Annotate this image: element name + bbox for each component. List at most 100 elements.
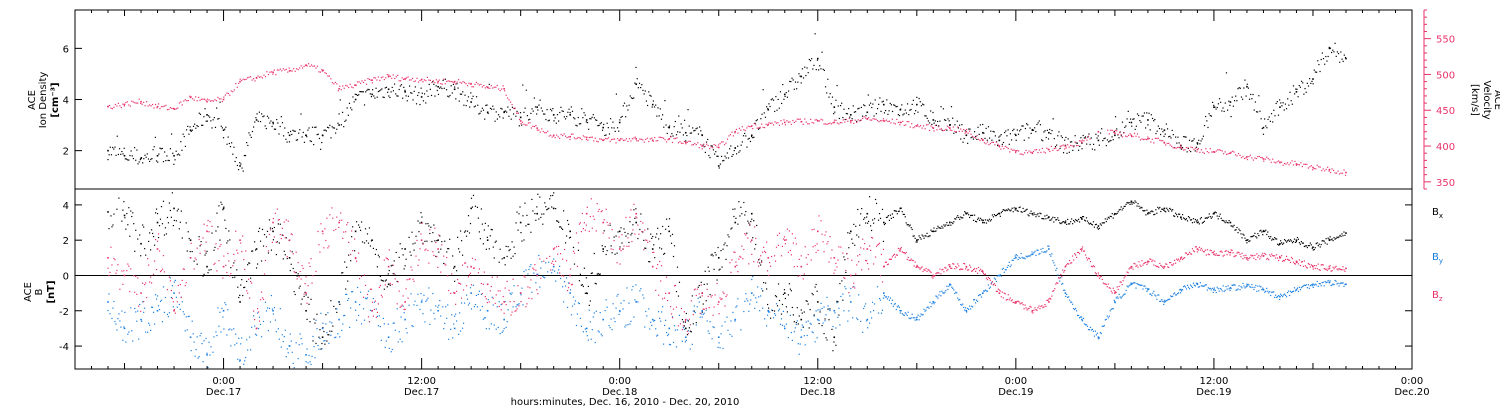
scatter-dot [1013, 260, 1014, 261]
scatter-dot [1144, 139, 1145, 140]
scatter-dot [515, 310, 516, 311]
scatter-dot [1211, 151, 1212, 152]
scatter-dot [249, 263, 250, 264]
scatter-dot [364, 104, 365, 105]
data-point [206, 266, 208, 268]
scatter-dot [286, 356, 287, 357]
scatter-dot [623, 300, 624, 301]
scatter-dot [134, 308, 135, 309]
scatter-dot [760, 264, 761, 265]
scatter-dot [1024, 140, 1025, 141]
scatter-dot [1221, 218, 1222, 219]
scatter-dot [528, 269, 529, 270]
scatter-dot [687, 320, 688, 321]
scatter-dot [915, 110, 916, 111]
scatter-dot [1254, 109, 1255, 110]
scatter-dot [971, 137, 972, 138]
scatter-dot [491, 323, 492, 324]
data-point [817, 319, 819, 321]
scatter-dot [1042, 148, 1043, 149]
scatter-dot [309, 266, 310, 267]
scatter-dot [278, 133, 279, 134]
scatter-dot [1226, 154, 1227, 155]
scatter-dot [284, 69, 285, 70]
scatter-dot [570, 268, 571, 269]
scatter-dot [504, 90, 505, 91]
scatter-dot [489, 248, 490, 249]
scatter-dot [1193, 283, 1194, 284]
scatter-dot [267, 116, 268, 117]
scatter-dot [1094, 336, 1095, 337]
scatter-dot [1317, 165, 1318, 166]
scatter-dot [776, 122, 777, 123]
scatter-dot [1255, 101, 1256, 102]
scatter-dot [226, 242, 227, 243]
scatter-dot [398, 281, 399, 282]
scatter-dot [427, 298, 428, 299]
scatter-dot [867, 223, 868, 224]
scatter-dot [107, 268, 108, 269]
scatter-dot [250, 134, 251, 135]
scatter-dot [720, 250, 721, 251]
scatter-dot [1344, 235, 1345, 236]
scatter-dot [977, 127, 978, 128]
scatter-dot [613, 249, 614, 250]
scatter-dot [378, 91, 379, 92]
data-point [173, 310, 175, 312]
scatter-dot [304, 66, 305, 67]
scatter-dot [294, 367, 295, 368]
scatter-dot [1206, 284, 1207, 285]
scatter-dot [201, 343, 202, 344]
scatter-dot [200, 114, 201, 115]
scatter-dot [246, 281, 247, 282]
scatter-dot [1192, 140, 1193, 141]
data-point [173, 208, 175, 210]
scatter-dot [794, 321, 795, 322]
scatter-dot [1048, 246, 1049, 247]
scatter-dot [623, 246, 624, 247]
scatter-dot [788, 337, 789, 338]
scatter-dot [281, 238, 282, 239]
scatter-dot [1306, 164, 1307, 165]
scatter-dot [997, 144, 998, 145]
scatter-dot [151, 282, 152, 283]
scatter-dot [1027, 124, 1028, 125]
scatter-dot [1136, 205, 1137, 206]
scatter-dot [973, 220, 974, 221]
scatter-dot [290, 131, 291, 132]
scatter-dot [647, 105, 648, 106]
scatter-dot [795, 81, 796, 82]
bottom-series-bx [107, 192, 1347, 351]
scatter-dot [763, 127, 764, 128]
scatter-dot [288, 352, 289, 353]
scatter-dot [1177, 147, 1178, 148]
scatter-dot [1164, 143, 1165, 144]
scatter-dot [267, 307, 268, 308]
scatter-dot [351, 86, 352, 87]
scatter-dot [700, 144, 701, 145]
scatter-dot [1294, 161, 1295, 162]
scatter-dot [192, 98, 193, 99]
scatter-dot [153, 312, 154, 313]
scatter-dot [357, 81, 358, 82]
scatter-dot [226, 144, 227, 145]
scatter-dot [1321, 59, 1322, 60]
scatter-dot [249, 297, 250, 298]
scatter-dot [185, 330, 186, 331]
scatter-dot [129, 155, 130, 156]
scatter-dot [741, 145, 742, 146]
scatter-dot [114, 259, 115, 260]
scatter-dot [527, 273, 528, 274]
scatter-dot [545, 206, 546, 207]
scatter-dot [918, 239, 919, 240]
scatter-dot [1083, 318, 1084, 319]
scatter-dot [581, 231, 582, 232]
scatter-dot [521, 240, 522, 241]
scatter-dot [303, 132, 304, 133]
scatter-dot [617, 127, 618, 128]
scatter-dot [915, 238, 916, 239]
scatter-dot [338, 90, 339, 91]
scatter-dot [815, 341, 816, 342]
scatter-dot [193, 333, 194, 334]
scatter-dot [507, 106, 508, 107]
